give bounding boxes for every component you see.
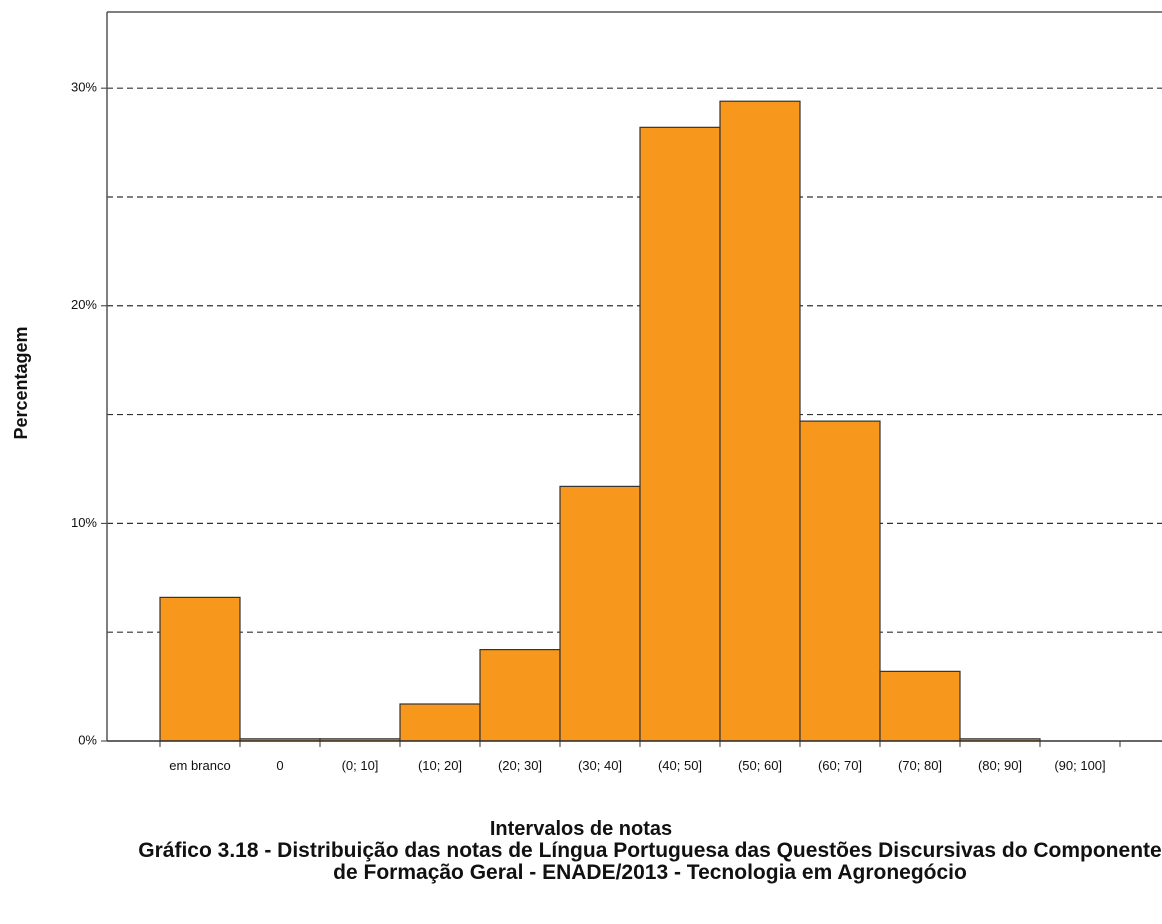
bar [159, 596, 241, 742]
x-tick-label: (20; 30] [497, 758, 543, 773]
x-tick-label: (10; 20] [417, 758, 463, 773]
x-tick-label: em branco [169, 758, 231, 773]
bar [799, 420, 881, 742]
x-tick-label: (50; 60] [737, 758, 783, 773]
y-tick-label: 0% [78, 732, 97, 747]
bar [719, 100, 801, 742]
bar [479, 649, 561, 742]
x-axis-label: Intervalos de notas [489, 818, 673, 840]
x-tick-label: (0; 10] [341, 758, 379, 773]
bar [639, 126, 721, 742]
bar [879, 670, 961, 742]
y-axis-label: Percentagem [11, 326, 31, 439]
x-tick-label: (60; 70] [817, 758, 863, 773]
bar [399, 703, 481, 742]
y-tick-label: 30% [71, 80, 97, 95]
bar [559, 485, 641, 742]
x-tick-label: (80; 90] [977, 758, 1023, 773]
y-tick-label: 10% [71, 515, 97, 530]
x-tick-label: (40; 50] [657, 758, 703, 773]
x-tick-label: (90; 100] [1054, 758, 1106, 773]
chart-title: Gráfico 3.18 - Distribuição das notas de… [138, 839, 1162, 884]
x-tick-label: (70; 80] [897, 758, 943, 773]
x-tick-label: 0 [276, 758, 284, 773]
x-tick-label: (30; 40] [577, 758, 623, 773]
y-tick-label: 20% [71, 297, 97, 312]
